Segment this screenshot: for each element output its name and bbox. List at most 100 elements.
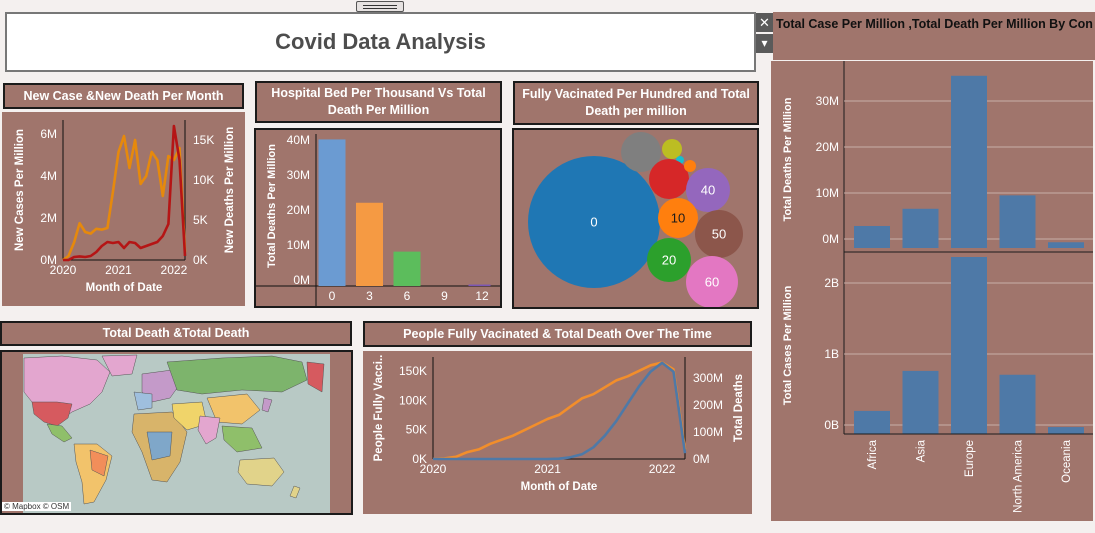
bubble-20 — [647, 238, 691, 282]
x-tick-label: 2022 — [649, 462, 676, 476]
y-tick-label: 10M — [287, 238, 310, 252]
map-panel: © Mapbox © OSM — [0, 350, 353, 515]
bubble-50 — [695, 210, 743, 258]
bar-oceania — [1048, 427, 1084, 434]
map-region-australia[interactable] — [237, 457, 285, 487]
bubble-unlabeled-5 — [684, 160, 696, 172]
map-region-greenland[interactable] — [101, 354, 138, 377]
y2-tick-label: 300M — [693, 371, 723, 385]
series-line-1 — [63, 124, 187, 262]
continent-title: Total Case Per Million ,Total Death Per … — [776, 17, 1093, 31]
x-axis-title: Month of Date — [86, 282, 163, 294]
bubble-unlabeled-2 — [662, 139, 682, 159]
x-tick-label: 2022 — [161, 263, 188, 277]
x-tick-label: North America — [1013, 439, 1025, 512]
bar-6 — [393, 251, 421, 286]
beds-chart-panel: 0M 10M 20M 30M 40M Total Deaths Per Million 0 3… — [254, 128, 502, 308]
y-axis-title: Total Deaths Per Million — [266, 144, 278, 268]
y2-tick-label: 5K — [193, 213, 208, 227]
map-attribution: © Mapbox © OSM — [2, 502, 72, 511]
y-tick-label: 0K — [412, 452, 427, 466]
map-region-mexico[interactable] — [46, 423, 73, 443]
bar-asia — [902, 370, 939, 434]
y2-tick-label: 10K — [193, 173, 214, 187]
x-axis-title: Month of Date — [521, 481, 598, 493]
vaccinated-bubble-chart[interactable]: 0 40 10 50 20 60 — [514, 130, 757, 308]
y2-axis-title: New Deaths Per Million — [224, 127, 236, 254]
map-region-japan[interactable] — [261, 397, 273, 413]
close-button[interactable]: ✕ — [756, 13, 773, 32]
series-line-1 — [433, 361, 687, 461]
x-tick-label: 9 — [441, 289, 448, 303]
bubble-0 — [528, 156, 660, 288]
map-region-brazil[interactable] — [89, 449, 109, 477]
bubble-label: 20 — [662, 253, 676, 268]
beds-chart[interactable]: 0M 10M 20M 30M 40M Total Deaths Per Million 0 3… — [256, 130, 500, 306]
y-tick-label: 0M — [822, 232, 839, 246]
overtime-title: People Fully Vacinated & Total Death Ove… — [363, 321, 752, 347]
map-title: Total Death &Total Death — [0, 321, 352, 346]
map-region-russia[interactable] — [166, 355, 308, 395]
y-tick-label: 0B — [824, 418, 839, 432]
y2-tick-label: 0M — [693, 452, 710, 466]
x-tick-label: Africa — [867, 439, 879, 469]
monthly-chart-panel: 0M 2M 4M 6M 0K 5K 10K 15K 2020 2021 2022 Month of D… — [2, 112, 245, 306]
y2-tick-label: 100M — [693, 425, 723, 439]
y2-tick-label: 15K — [193, 133, 214, 147]
monthly-chart[interactable]: 0M 2M 4M 6M 0K 5K 10K 15K 2020 2021 2022 Month of D… — [2, 112, 245, 306]
vaccinated-chart-panel: 0 40 10 50 20 60 — [512, 128, 759, 309]
drag-handle[interactable] — [356, 1, 404, 12]
x-tick-label: 0 — [329, 289, 336, 303]
bubble-label: 10 — [671, 211, 685, 226]
bubble-unlabeled-1 — [621, 132, 661, 172]
y-tick-label: 2M — [40, 211, 57, 225]
series-line-0 — [432, 361, 687, 461]
continent-chart[interactable]: 0M 10M 20M 30M Total Deaths Per Million 0B 1B 2… — [771, 61, 1093, 521]
y-axis-title: Total Deaths Per Million — [782, 97, 794, 221]
bar-0 — [318, 139, 346, 286]
bar-12 — [468, 284, 491, 287]
x-tick-label: 2020 — [50, 263, 77, 277]
map-region-new-zealand[interactable] — [289, 485, 301, 499]
map-region-western-europe[interactable] — [133, 391, 153, 411]
bubble-label: 50 — [712, 227, 726, 242]
y-axis-title: New Cases Per Million — [14, 129, 26, 251]
menu-button[interactable]: ▾ — [756, 34, 773, 53]
y-tick-label: 6M — [40, 127, 57, 141]
map-region-central-africa[interactable] — [146, 431, 173, 461]
overtime-chart[interactable]: 0K 50K 100K 150K 0M 100M 200M 300M 2020 2021 2022 M… — [363, 351, 752, 514]
map-region-alaska-east[interactable] — [306, 361, 325, 393]
y-tick-label: 0M — [293, 273, 310, 287]
y-tick-label: 100K — [399, 393, 427, 407]
overtime-chart-panel: 0K 50K 100K 150K 0M 100M 200M 300M 2020 2021 2022 M… — [363, 351, 752, 514]
y-tick-label: 20M — [287, 203, 310, 217]
y-tick-label: 30M — [287, 168, 310, 182]
bar-asia — [902, 208, 939, 248]
bar-oceania — [1048, 242, 1084, 248]
y-tick-label: 30M — [816, 94, 839, 108]
bar-europe — [951, 75, 987, 248]
bubble-label: 0 — [590, 215, 597, 230]
world-map[interactable] — [2, 352, 351, 513]
page-title: Covid Data Analysis — [275, 29, 486, 54]
map-region-india[interactable] — [197, 415, 221, 445]
bar-africa — [854, 225, 890, 248]
x-tick-label: Oceania — [1061, 439, 1073, 482]
y2-tick-label: 200M — [693, 398, 723, 412]
bar-3 — [356, 202, 383, 286]
monthly-title: New Case &New Death Per Month — [3, 83, 244, 109]
bubble-10 — [658, 198, 698, 238]
series-line-0 — [62, 134, 187, 262]
map-region-southeast-asia[interactable] — [221, 425, 263, 453]
close-icon: ✕ — [759, 15, 770, 30]
bar-north-america — [999, 374, 1036, 434]
y-axis-title: Total Cases Per Million — [782, 285, 794, 405]
y-tick-label: 40M — [287, 133, 310, 147]
bubble-60 — [686, 256, 738, 308]
vaccinated-title: Fully Vacinated Per Hundred and Total De… — [513, 81, 759, 125]
map-region-usa[interactable] — [31, 401, 73, 427]
map-region-middle-east[interactable] — [171, 401, 208, 431]
bar-africa — [854, 410, 890, 434]
x-tick-label: 2021 — [105, 263, 132, 277]
y-tick-label: 10M — [816, 186, 839, 200]
